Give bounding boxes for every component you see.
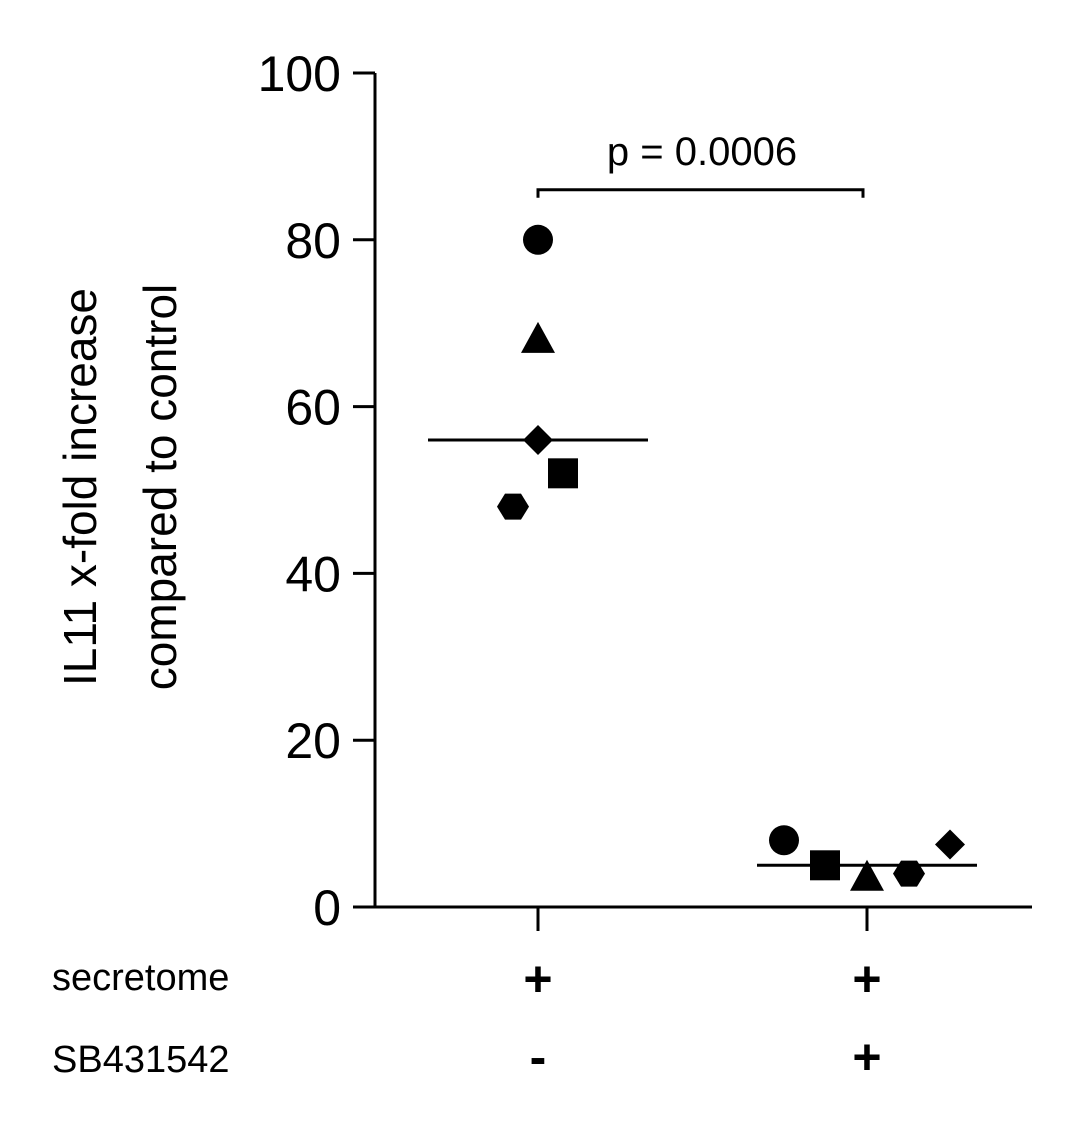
y-tick-label-40: 40 xyxy=(285,546,341,602)
group2-secretome-sign: + xyxy=(852,951,881,1007)
group1-sb431542-sign: - xyxy=(530,1029,547,1085)
x-axis xyxy=(375,905,1032,931)
y-axis-label-line-2: compared to control xyxy=(134,284,186,691)
point-group-1-diamond xyxy=(523,424,553,455)
point-group-2-hexagon xyxy=(893,860,925,887)
point-group-1-square xyxy=(548,458,578,489)
significance-annotation: p = 0.0006 xyxy=(536,130,865,198)
y-tick-label-60: 60 xyxy=(285,380,341,436)
point-group-1-triangle xyxy=(521,321,555,353)
point-group-2-triangle xyxy=(850,859,884,891)
y-tick-label-20: 20 xyxy=(285,713,341,769)
y-axis-title: IL11 x-fold increase compared to control xyxy=(54,284,186,691)
point-group-1-hexagon xyxy=(497,493,529,520)
data-marks xyxy=(428,224,977,891)
point-group-2-diamond xyxy=(935,829,965,860)
y-tick-label-0: 0 xyxy=(313,880,341,936)
point-group-2-circle xyxy=(769,825,799,856)
y-axis-label-line-1: IL11 x-fold increase xyxy=(54,288,106,686)
point-group-2-square xyxy=(810,850,840,881)
point-group-1-circle xyxy=(523,224,553,255)
condition-rows: secretome SB431542 + - + + xyxy=(52,951,882,1085)
y-axis: 0 20 40 60 80 100 xyxy=(258,46,377,936)
row-label-sb431542: SB431542 xyxy=(52,1039,230,1081)
row-label-secretome: secretome xyxy=(52,957,229,999)
p-value-label: p = 0.0006 xyxy=(607,130,797,174)
group1-secretome-sign: + xyxy=(523,951,552,1007)
y-tick-label-100: 100 xyxy=(258,46,341,102)
group2-sb431542-sign: + xyxy=(852,1029,881,1085)
y-tick-label-80: 80 xyxy=(285,213,341,269)
significance-bracket xyxy=(536,188,865,198)
